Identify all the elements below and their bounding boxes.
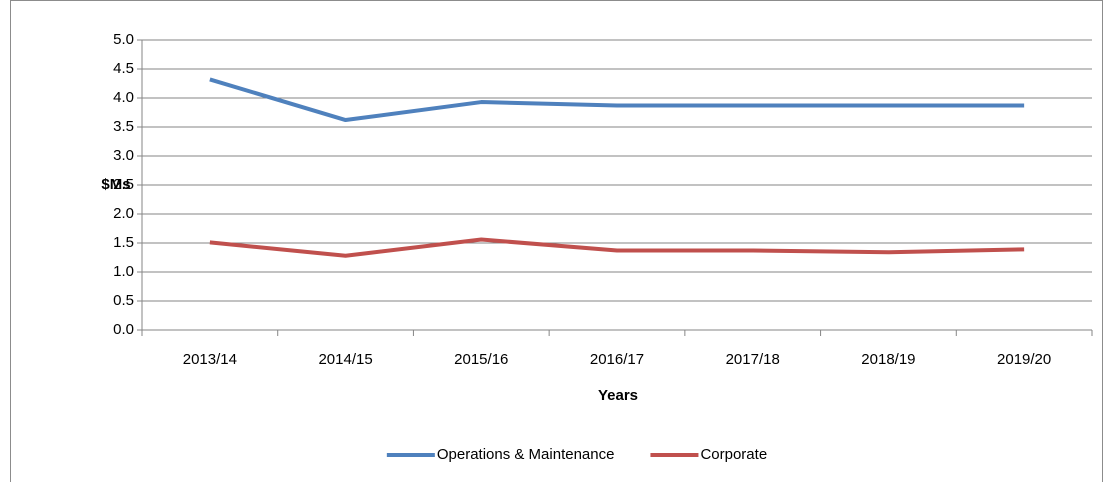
y-tick-label: 0.0 xyxy=(113,321,134,338)
x-axis-label: Years xyxy=(598,387,638,404)
y-tick-label: 2.5 xyxy=(113,176,134,193)
legend-label: Corporate xyxy=(700,446,767,463)
y-tick-label: 4.5 xyxy=(113,60,134,77)
y-tick-label: 3.0 xyxy=(113,147,134,164)
x-tick-label: 2017/18 xyxy=(726,351,780,368)
y-tick-label: 1.5 xyxy=(113,234,134,251)
legend-label: Operations & Maintenance xyxy=(437,446,615,463)
y-tick-label: 2.0 xyxy=(113,205,134,222)
y-tick-label: 4.0 xyxy=(113,89,134,106)
y-tick-label: 5.0 xyxy=(113,31,134,48)
x-tick-label: 2018/19 xyxy=(861,351,915,368)
chart-border xyxy=(10,0,1103,482)
x-tick-label: 2016/17 xyxy=(590,351,644,368)
series-line xyxy=(209,77,1025,123)
x-tick-label: 2019/20 xyxy=(997,351,1051,368)
x-tick-label: 2015/16 xyxy=(454,351,508,368)
y-tick-label: 3.5 xyxy=(113,118,134,135)
y-tick-label: 0.5 xyxy=(113,292,134,309)
series-line xyxy=(209,237,1025,258)
x-tick-label: 2014/15 xyxy=(318,351,372,368)
y-axis-label: $Ms xyxy=(101,176,130,193)
y-tick-label: 1.0 xyxy=(113,263,134,280)
x-tick-label: 2013/14 xyxy=(183,351,237,368)
